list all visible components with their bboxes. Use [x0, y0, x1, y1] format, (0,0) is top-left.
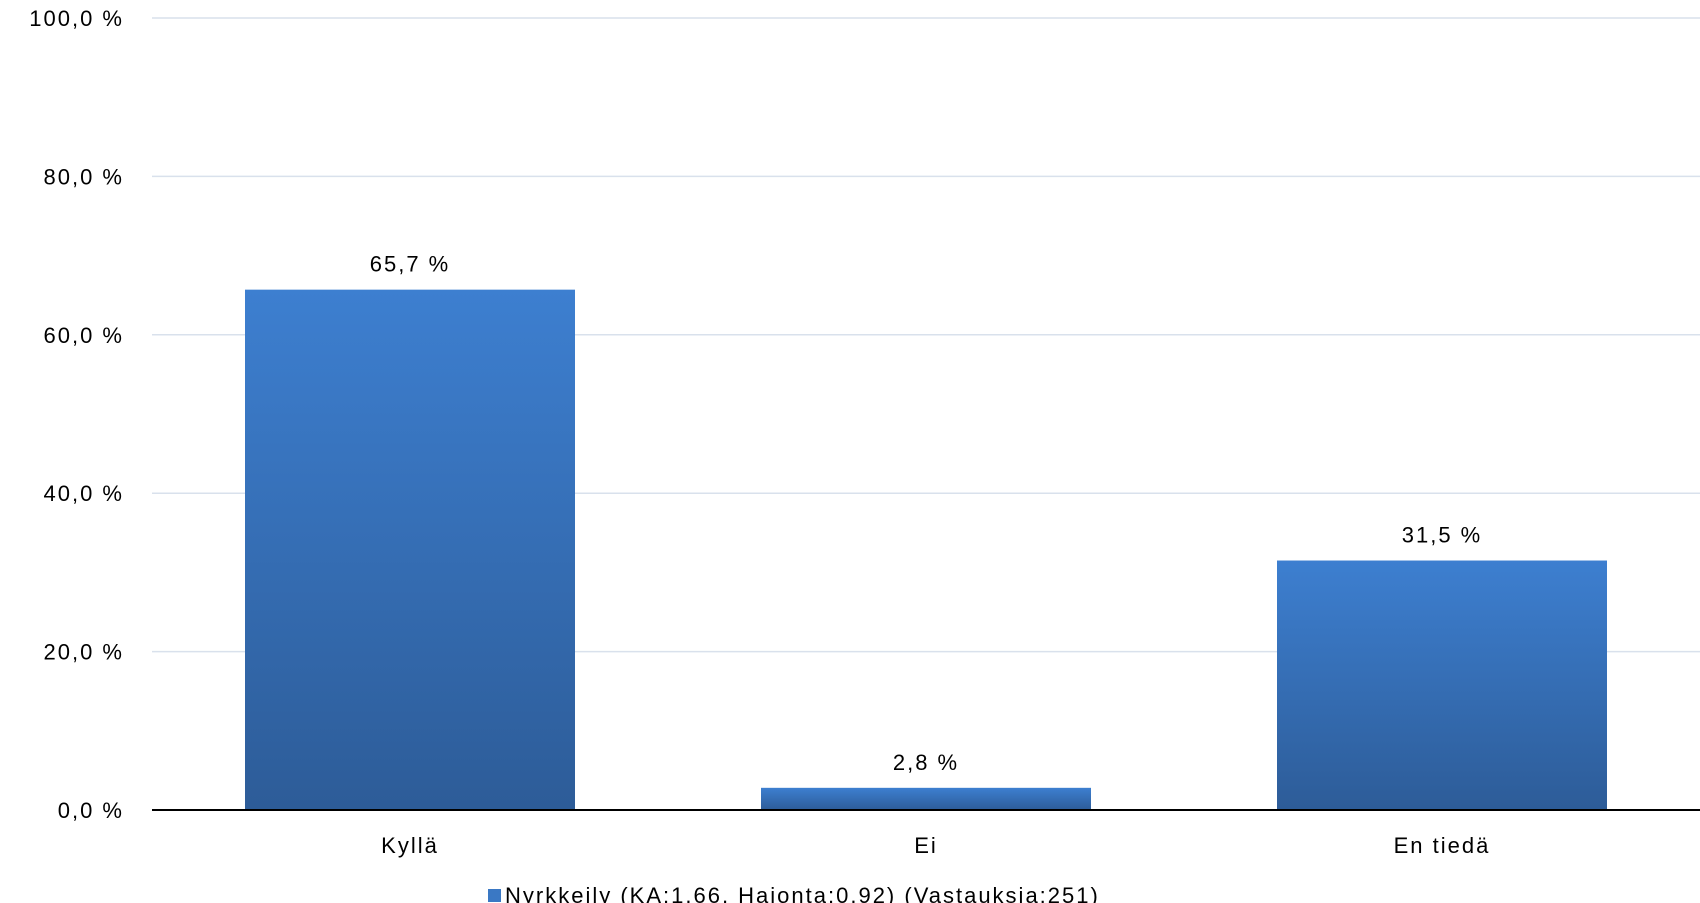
y-axis-tick-labels: 0,0 % 20,0 % 40,0 % 60,0 % 80,0 % 100,0 % [29, 6, 125, 823]
x-category-label: Kyllä [381, 833, 439, 858]
data-label: 65,7 % [370, 252, 451, 277]
y-tick-label: 40,0 % [44, 481, 125, 506]
legend-label: Nyrkkeily (KA:1.66, Hajonta:0.92) (Vasta… [505, 883, 1100, 903]
legend: Nyrkkeily (KA:1.66, Hajonta:0.92) (Vasta… [488, 883, 1100, 903]
data-label: 2,8 % [893, 750, 959, 775]
x-category-label: Ei [914, 833, 938, 858]
bar-2 [1277, 560, 1607, 810]
y-tick-label: 0,0 % [58, 798, 124, 823]
bars [245, 289, 1607, 810]
y-tick-label: 80,0 % [44, 164, 125, 189]
legend-swatch [488, 889, 501, 902]
y-tick-label: 100,0 % [29, 6, 124, 31]
y-tick-label: 60,0 % [44, 323, 125, 348]
data-label: 31,5 % [1402, 523, 1483, 548]
bar-1 [761, 787, 1091, 810]
data-labels: 65,7 % 2,8 % 31,5 % [370, 252, 1483, 775]
bar-0 [245, 289, 575, 810]
x-category-label: En tiedä [1394, 833, 1491, 858]
y-tick-label: 20,0 % [44, 640, 125, 665]
x-axis-category-labels: Kyllä Ei En tiedä [381, 833, 1491, 858]
